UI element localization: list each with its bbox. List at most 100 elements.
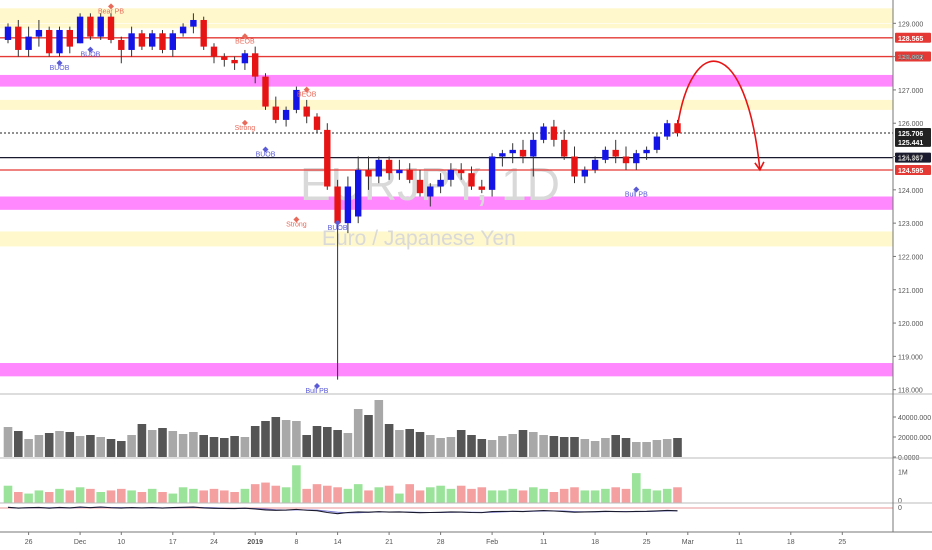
candle-body (324, 129, 331, 187)
candle-body (46, 29, 53, 54)
annotation-label: Bear PB (98, 8, 124, 15)
volume-bar (292, 421, 301, 457)
level-tag-label: 128.002 (898, 55, 923, 62)
price-zone (0, 74, 893, 87)
candle-body (643, 149, 650, 154)
candle-body (385, 159, 393, 174)
candle-body (25, 36, 32, 50)
indicator-bar (240, 488, 250, 503)
candle-body (344, 186, 352, 224)
candle-body (313, 116, 321, 130)
volume-bar (168, 431, 178, 457)
price-tick-label: 120.000 (898, 321, 923, 328)
indicator-bar (189, 488, 198, 503)
candle-body (664, 123, 671, 137)
annotation-label: Strong (286, 221, 307, 228)
candle-body (107, 16, 115, 40)
indicator-bar (127, 490, 136, 503)
volume-bar (498, 436, 507, 457)
level-tag (895, 152, 931, 163)
candle-body (478, 186, 485, 190)
indicator-bar (106, 490, 116, 503)
price-tick-label: 129.000 (898, 21, 923, 28)
date-tick-label: 17 (169, 539, 177, 546)
indicator-bar (415, 490, 425, 503)
indicator-bar (220, 490, 229, 503)
volume-bar (601, 438, 610, 457)
indicator-pane: 1M 0 (0, 457, 932, 505)
volume-bar (137, 424, 147, 457)
indicator-bar (96, 492, 105, 503)
indicator-bar (611, 487, 620, 503)
volume-bar (178, 434, 188, 457)
price-tick-label: 126.000 (898, 121, 923, 128)
volume-bar (415, 432, 425, 457)
candle-body (303, 106, 310, 117)
candle-body (4, 26, 12, 40)
date-tick-label: 18 (591, 539, 599, 546)
candle-body (530, 139, 537, 157)
price-tick-label: 128.000 (898, 55, 923, 62)
indicator-bar (529, 487, 538, 503)
date-tick-label: Mar (682, 539, 695, 546)
volume-bar (374, 400, 384, 457)
candle-body (231, 59, 238, 64)
level-tag-label: 125.441 (898, 140, 923, 147)
level-tag (895, 165, 931, 176)
candle-body (622, 156, 630, 164)
volume-bar (261, 421, 270, 457)
candle-body (282, 109, 290, 120)
volume-bar (3, 427, 13, 457)
annotation-marker (87, 46, 94, 53)
candle-body (406, 169, 413, 180)
oscillator-line (7, 506, 678, 515)
volume-bar (302, 435, 311, 457)
level-tag-label: 124.967 (898, 156, 923, 163)
indicator-bar (395, 493, 404, 503)
annotation-label: BUOB (328, 225, 348, 232)
indicator-bar (467, 488, 476, 503)
indicator-bar (292, 465, 301, 503)
annotation-label: BUOB (80, 52, 100, 59)
candle-body (56, 29, 63, 54)
indicator-bar (601, 488, 610, 503)
indicator-bar (559, 488, 569, 503)
annotation-marker (314, 383, 320, 389)
date-tick-label: 10 (117, 539, 125, 546)
candle-body (76, 16, 84, 44)
indicator-bar (384, 485, 394, 503)
candle-body (468, 173, 475, 187)
volume-bar (230, 436, 239, 457)
price-zone (0, 363, 893, 377)
annotation-marker (334, 219, 341, 226)
annotation-label: BUOB (256, 152, 276, 159)
volume-bar (529, 432, 538, 457)
annotation-marker (633, 186, 640, 193)
volume-bar (220, 438, 229, 457)
indicator-bar (55, 488, 64, 503)
volume-bar (570, 437, 579, 457)
candle-body (355, 169, 362, 217)
indicator-bar (271, 485, 281, 503)
date-tick-label: 8 (294, 539, 298, 546)
oscillator-pane: 0 (0, 502, 932, 515)
annotation-label: BEOB (297, 92, 317, 99)
candle-body (416, 179, 424, 194)
volume-bar (271, 417, 281, 457)
candlestick-series (4, 13, 681, 380)
price-zone (0, 8, 893, 24)
volume-bar (323, 427, 332, 457)
price-tick-label: 127.000 (898, 88, 923, 95)
indicator-tick-label: 0 (898, 498, 902, 505)
indicator-bar (168, 493, 178, 503)
date-tick-label: 11 (540, 539, 547, 546)
volume-bar (199, 435, 208, 457)
volume-bar (281, 420, 291, 457)
indicator-bar (652, 490, 662, 503)
date-tick-label: 21 (385, 539, 393, 546)
volume-bar (559, 437, 569, 457)
candle-body (35, 29, 43, 37)
indicator-bar (75, 487, 85, 503)
